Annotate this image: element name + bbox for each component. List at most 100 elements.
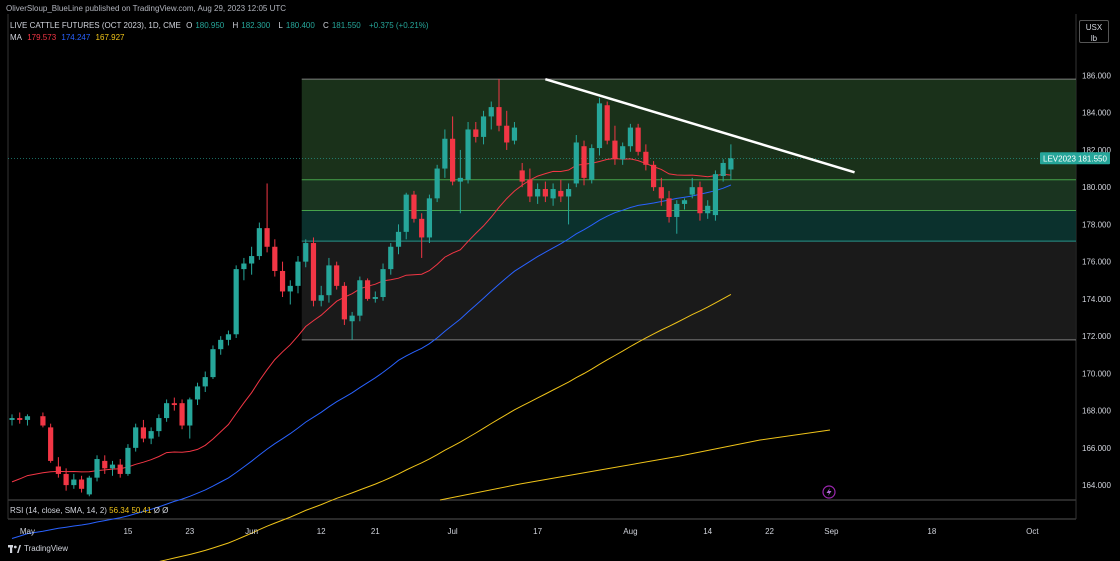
x-tick-label: 23 (185, 527, 194, 536)
ma3-value: 167.927 (95, 33, 125, 42)
candle-body (681, 200, 688, 204)
rsi-label: RSI (14, close, SMA, 14, 2) (10, 506, 107, 515)
candle-body (627, 127, 633, 147)
candle-body (94, 459, 100, 478)
candle-body (148, 431, 154, 439)
candle-body (426, 198, 433, 238)
candle-body (187, 399, 193, 426)
candle-body (334, 265, 340, 286)
candle-body (63, 473, 69, 486)
brand-name: TradingView (24, 544, 69, 553)
candle-body (666, 198, 672, 217)
candle-body (496, 107, 502, 126)
candle-body (380, 269, 386, 298)
unit-line2: lb (1090, 34, 1098, 43)
y-tick-label: 186.000 (1082, 71, 1111, 80)
x-tick-label: 18 (927, 527, 936, 536)
lower-zone (301, 241, 1076, 340)
candle-body (689, 187, 695, 195)
lightning-icon-bolt (826, 488, 832, 496)
x-tick-label: Oct (1026, 527, 1039, 536)
unit-button[interactable]: USX lb (1079, 20, 1109, 43)
candle-body (527, 179, 533, 197)
candle-body (650, 164, 657, 188)
publisher-line: OliverSloup_BlueLine published on Tradin… (6, 4, 287, 13)
candle-body (287, 285, 293, 292)
unit-line1: USX (1085, 23, 1103, 32)
candle-body (357, 280, 363, 316)
candle-body (303, 243, 309, 262)
y-tick-label: 168.000 (1082, 407, 1111, 416)
candle-body (202, 377, 208, 387)
x-tick-label: May (20, 527, 35, 536)
y-tick-label: 174.000 (1082, 295, 1111, 304)
candle-body (403, 194, 409, 232)
candle-body (133, 427, 139, 448)
x-tick-label: 12 (317, 527, 326, 536)
y-tick-label: 178.000 (1082, 220, 1111, 229)
candle-body (194, 386, 201, 400)
candle-body (295, 261, 301, 286)
ma1-value: 179.573 (27, 33, 57, 42)
y-tick-label: 180.000 (1082, 183, 1111, 192)
price-label-symbol: LEV2023 (1043, 154, 1076, 163)
candle-body (55, 466, 61, 474)
support-zone (301, 210, 1076, 242)
candle-body (720, 162, 726, 176)
candle-body (705, 205, 711, 214)
candle-body (78, 479, 85, 489)
candle-body (256, 228, 262, 257)
candle-body (109, 464, 116, 469)
symbol-title: LIVE CATTLE FUTURES (OCT 2023), 1D, CME (10, 21, 181, 30)
candle-body (171, 403, 177, 406)
ma2-line (11, 184, 732, 539)
candle-body (24, 416, 31, 420)
candle-body (519, 170, 525, 182)
candle-body (612, 140, 618, 160)
rsi-legend: RSI (14, close, SMA, 14, 2) 56.34 50.41 … (10, 506, 168, 515)
trendline (545, 77, 855, 174)
ma-legend: MA 179.573 174.247 167.927 (10, 33, 127, 42)
lightning-icon-ring (822, 485, 836, 499)
middle-zone (301, 179, 1076, 211)
candle-body (164, 403, 170, 419)
legend-open: O 180.950 (186, 21, 225, 30)
candle-body (264, 228, 270, 247)
candle-body (71, 479, 77, 486)
price-label-value: 181.550 (1078, 154, 1107, 163)
candle-body (434, 168, 440, 199)
candle-body (210, 349, 216, 378)
y-tick-label: 176.000 (1082, 258, 1111, 267)
candle-body (125, 447, 131, 474)
tradingview-brand[interactable]: TradingView (8, 544, 68, 553)
y-tick-label: 164.000 (1082, 481, 1111, 490)
x-tick-label: 15 (123, 527, 132, 536)
candle-body (620, 146, 626, 160)
candle-body (102, 460, 108, 469)
candle-body (419, 218, 425, 238)
candle-body (411, 194, 417, 219)
y-tick-label: 166.000 (1082, 444, 1111, 453)
symbol-legend: LIVE CATTLE FUTURES (OCT 2023), 1D, CME … (10, 21, 432, 30)
x-tick-label: Sep (824, 527, 839, 536)
candle-body (728, 158, 734, 170)
legend-close: C 181.550 (323, 21, 361, 30)
ma3-line (159, 293, 732, 561)
x-tick-label: Jul (447, 527, 457, 536)
candle-body (589, 148, 595, 180)
candle-body (272, 246, 278, 271)
legend-high: H 182.300 (232, 21, 271, 30)
rsi-value-1: 56.34 (109, 506, 130, 515)
rsi-value-2: 50.41 (131, 506, 152, 515)
tradingview-logo-icon (8, 544, 21, 553)
x-tick-label: 22 (765, 527, 774, 536)
candle-body (473, 129, 479, 137)
candle-body (9, 418, 15, 420)
rsi-fragment (439, 429, 831, 501)
candle-body (442, 138, 448, 169)
price-label-box (1040, 152, 1110, 165)
candle-body (511, 127, 518, 141)
candle-body (535, 189, 541, 197)
candle-body (279, 270, 286, 292)
